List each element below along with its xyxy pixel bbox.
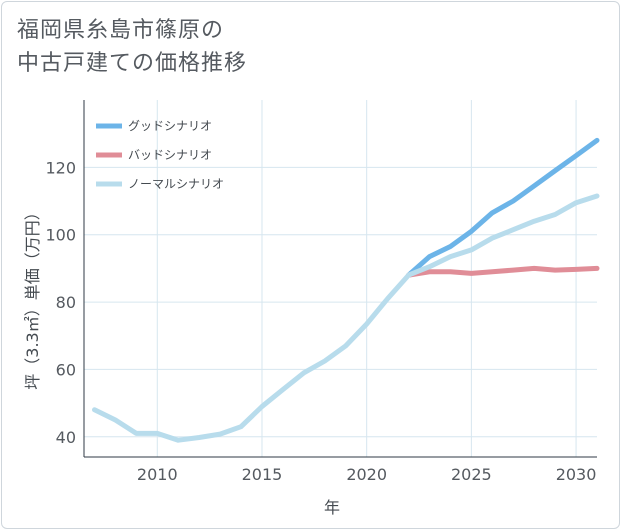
chart-title-line-1: 福岡県糸島市篠原の	[17, 18, 225, 43]
series-line-normal	[92, 193, 600, 443]
axes: 2010 2015 2020 2025 2030 40 60 80 100 120	[45, 100, 597, 484]
grid	[84, 100, 597, 457]
y-tick-label-40: 40	[56, 428, 76, 447]
chart-title-line-2: 中古戸建ての価格推移	[17, 51, 248, 76]
series-line-bad	[406, 265, 600, 278]
x-tick-label-2030: 2030	[556, 465, 597, 484]
x-tick-label-2025: 2025	[451, 465, 492, 484]
x-tick-label-2020: 2020	[346, 465, 387, 484]
legend-label-bad: バッドシナリオ	[128, 148, 212, 162]
x-tick-label-2010: 2010	[137, 465, 178, 484]
y-tick-label-60: 60	[56, 360, 76, 379]
y-tick-label-100: 100	[45, 226, 76, 245]
series-layer	[92, 137, 600, 443]
y-tick-label-120: 120	[45, 158, 76, 177]
x-axis-title: 年	[324, 498, 340, 517]
y-tick-label-80: 80	[56, 293, 76, 312]
legend-label-good: グッドシナリオ	[128, 119, 212, 133]
legend-label-normal: ノーマルシナリオ	[128, 177, 224, 191]
series-line-good	[406, 137, 600, 278]
y-axis-title: 坪（3.3㎡）単価（万円）	[23, 204, 42, 389]
x-tick-label-2015: 2015	[242, 465, 283, 484]
chart-title: 福岡県糸島市篠原の 中古戸建ての価格推移	[17, 14, 247, 80]
